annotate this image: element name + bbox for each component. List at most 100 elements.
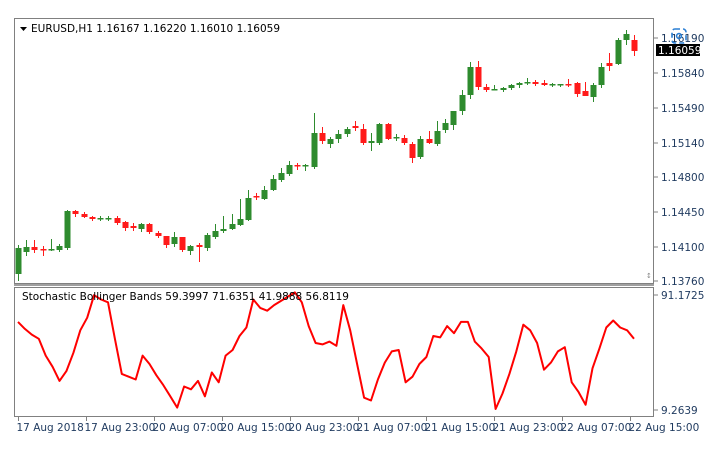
- candle: [598, 63, 605, 88]
- time-tick-label: 22 Aug 07:00: [561, 422, 632, 434]
- current-price-label: 1.16059: [658, 45, 701, 57]
- candle: [302, 164, 309, 171]
- candle: [615, 38, 622, 65]
- candle: [122, 221, 129, 231]
- price-tick-label: 1.15490: [661, 103, 704, 115]
- candle: [146, 223, 153, 234]
- time-tick-label: 21 Aug 15:00: [425, 422, 496, 434]
- indicator-axis-bottom: 9.2639: [661, 405, 698, 417]
- candle: [311, 113, 318, 169]
- candle: [590, 83, 597, 102]
- current-price-tag: [656, 44, 700, 56]
- candle: [459, 90, 466, 115]
- candle: [524, 78, 531, 85]
- price-tick-label: 1.15140: [661, 138, 704, 150]
- candle: [376, 123, 383, 145]
- candle: [64, 210, 71, 250]
- candle: [204, 233, 211, 251]
- candle: [631, 35, 638, 56]
- price-tick-label: 1.14100: [661, 242, 704, 254]
- candle: [294, 163, 301, 170]
- candle: [541, 80, 548, 86]
- candle: [48, 239, 55, 251]
- candle: [360, 124, 367, 145]
- price-tick-label: 1.14450: [661, 207, 704, 219]
- indicator-panel-frame[interactable]: [14, 287, 654, 417]
- dropdown-arrow-icon[interactable]: [20, 27, 27, 31]
- candle: [286, 161, 293, 176]
- candle: [220, 216, 227, 233]
- price-axis: 1.161901.158401.154901.151401.148001.144…: [654, 33, 704, 288]
- candle: [15, 245, 22, 281]
- candle: [426, 131, 433, 144]
- candle: [532, 80, 539, 86]
- candle: [606, 53, 613, 71]
- candle: [516, 82, 523, 88]
- price-panel-frame[interactable]: [14, 18, 654, 284]
- candle: [500, 87, 507, 92]
- candle: [319, 127, 326, 144]
- indicator-line-series: [17, 291, 635, 410]
- candle: [623, 30, 630, 45]
- candle: [163, 236, 170, 248]
- time-tick-label: 17 Aug 2018: [17, 422, 84, 434]
- candle: [89, 216, 96, 221]
- candle: [155, 231, 162, 238]
- price-tick-label: 1.15840: [661, 68, 704, 80]
- candle: [442, 119, 449, 133]
- candle: [245, 190, 252, 221]
- candle: [187, 245, 194, 255]
- candle: [483, 84, 490, 92]
- candle: [327, 137, 334, 148]
- indicator-header-label: Stochastic Bollinger Bands 59.3997 71.63…: [22, 291, 349, 303]
- candle: [409, 142, 416, 163]
- candle: [97, 216, 104, 221]
- price-tick-label: 1.13760: [661, 276, 704, 288]
- candle: [130, 223, 137, 231]
- time-tick-label: 20 Aug 07:00: [153, 422, 224, 434]
- candlestick-series: [15, 30, 638, 281]
- candle: [450, 111, 457, 130]
- candle: [261, 186, 268, 200]
- candle: [253, 193, 260, 200]
- candle: [393, 134, 400, 141]
- candle: [278, 168, 285, 182]
- candle: [582, 82, 589, 96]
- candle: [434, 121, 441, 146]
- candle: [171, 232, 178, 247]
- time-tick-label: 17 Aug 23:00: [85, 422, 156, 434]
- candle: [237, 199, 244, 226]
- candle: [31, 240, 38, 253]
- candle: [229, 214, 236, 230]
- candle: [23, 240, 30, 256]
- candle: [467, 62, 474, 99]
- candle: [196, 243, 203, 262]
- time-tick-label: 21 Aug 07:00: [357, 422, 428, 434]
- time-tick-label: 20 Aug 15:00: [221, 422, 292, 434]
- candle: [508, 84, 515, 90]
- candle: [491, 85, 498, 91]
- time-tick-label: 21 Aug 23:00: [493, 422, 564, 434]
- candle: [417, 136, 424, 159]
- candle: [179, 237, 186, 252]
- candle: [114, 216, 121, 225]
- candle: [368, 133, 375, 151]
- candle: [105, 216, 112, 221]
- candle: [72, 210, 79, 217]
- candle: [557, 84, 564, 87]
- candle: [138, 223, 145, 232]
- candle: [549, 83, 556, 87]
- scroll-marker-icon: ↕: [646, 272, 652, 280]
- candle: [40, 246, 47, 256]
- candle: [385, 123, 392, 140]
- candle: [401, 135, 408, 145]
- candle: [56, 244, 63, 252]
- candle: [81, 212, 88, 218]
- candle: [212, 224, 219, 239]
- camera-icon[interactable]: [671, 28, 687, 44]
- candle: [335, 130, 342, 143]
- candle: [352, 121, 359, 131]
- chart-header-label: EURUSD,H1 1.16167 1.16220 1.16010 1.1605…: [31, 23, 280, 35]
